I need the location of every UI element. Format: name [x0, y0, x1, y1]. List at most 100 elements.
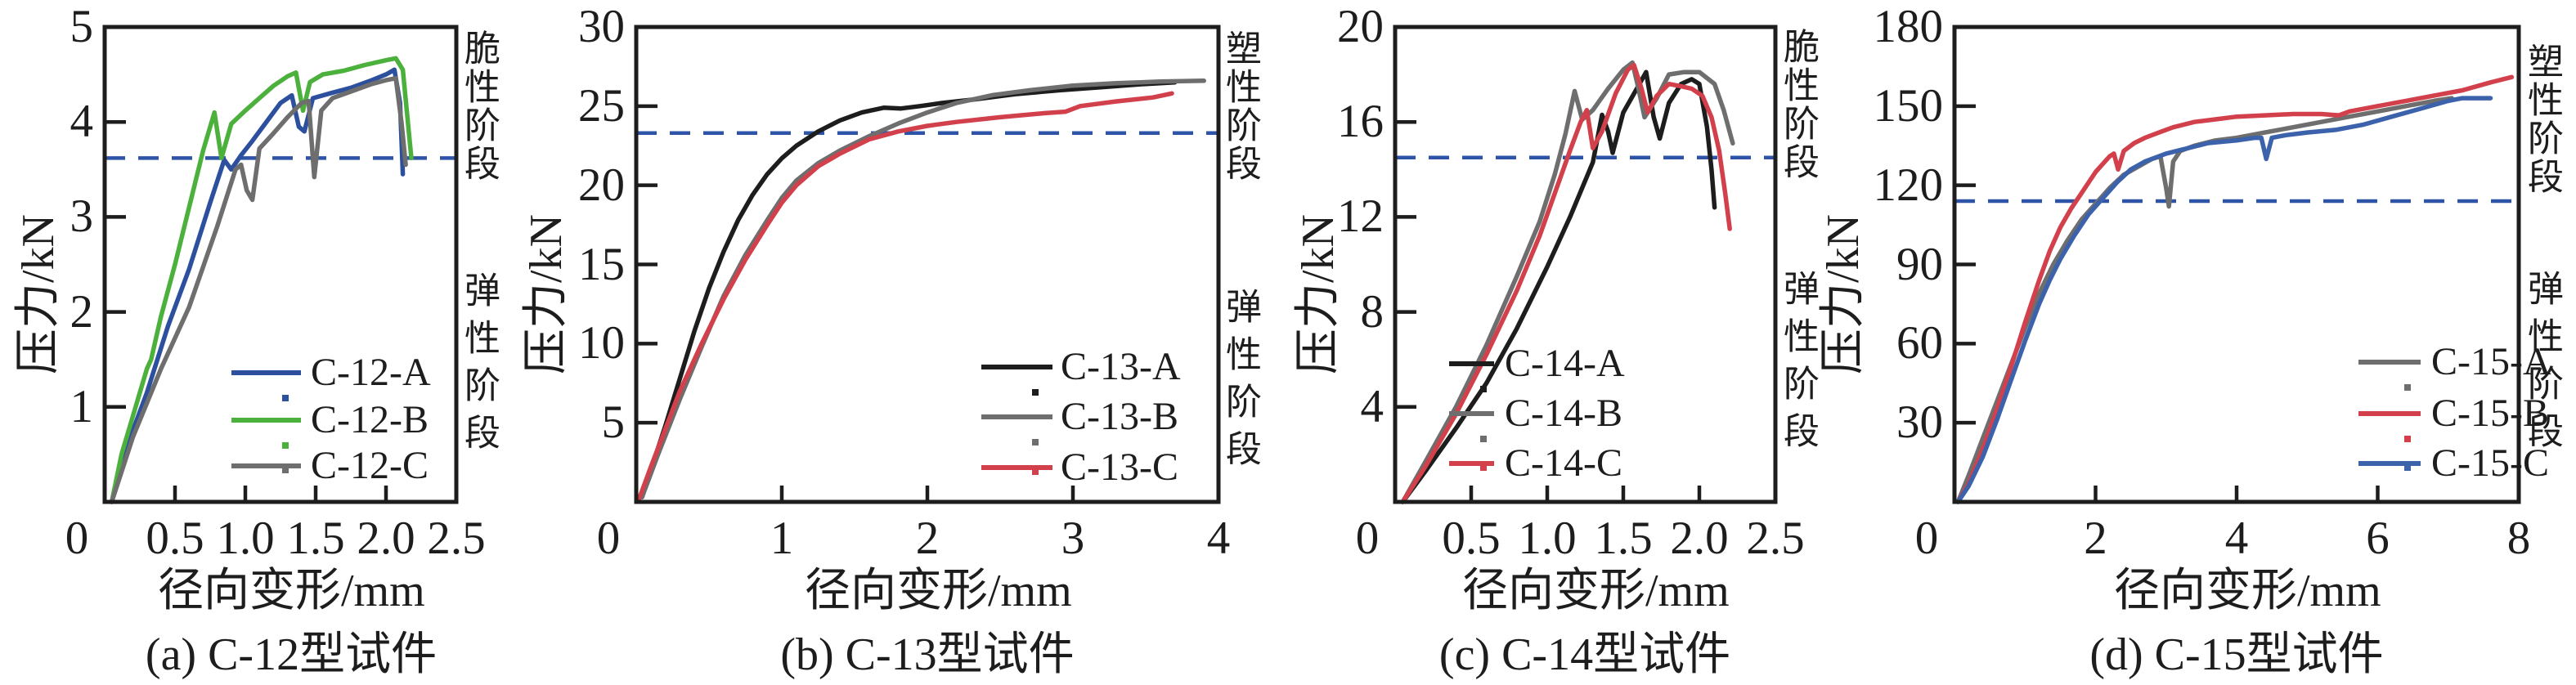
- legend-label: C-13-C: [1061, 445, 1178, 489]
- x-tick-label: 2.0: [1670, 513, 1729, 564]
- y-tick-label: 20: [578, 159, 625, 211]
- stage-label-bottom: 弹性阶段: [1220, 288, 1260, 477]
- x-tick-label: 2.0: [357, 513, 415, 564]
- legend-line-swatch: [231, 370, 301, 375]
- x-tick-label: 1.5: [1594, 513, 1653, 564]
- series-C-13-C: [636, 91, 1174, 501]
- y-tick-label: 4: [70, 96, 94, 148]
- legend-marker-dot: [1032, 389, 1039, 396]
- legend-label: C-15-A: [2431, 340, 2551, 383]
- legend-marker-dot: [282, 467, 289, 473]
- legend-marker-dot: [282, 395, 289, 401]
- legend-label: C-15-C: [2431, 441, 2549, 485]
- legend-line-swatch: [2358, 360, 2421, 365]
- series-C-15-C: [1955, 96, 2493, 504]
- y-tick-label: 25: [578, 79, 625, 132]
- x-axis-title: 径向变形/mm: [2114, 566, 2381, 616]
- x-tick-label: 1.5: [286, 513, 345, 564]
- series-C-14-B: [1400, 60, 1735, 504]
- y-axis-title: 压力/kN: [13, 214, 64, 374]
- y-tick-label: 3: [70, 190, 94, 243]
- y-tick-label: 2: [70, 285, 94, 338]
- legend-marker-dot: [2404, 436, 2411, 442]
- panel-caption: (a) C-12型试件: [145, 629, 438, 680]
- y-tick-label: 120: [1873, 159, 1944, 211]
- panel-caption: (c) C-14型试件: [1438, 629, 1731, 680]
- y-tick-label: 5: [601, 396, 626, 449]
- series-C-14-C: [1400, 62, 1732, 504]
- x-axis-title: 径向变形/mm: [158, 566, 425, 616]
- y-tick-label: 8: [1360, 285, 1384, 338]
- legend-label: C-14-A: [1505, 342, 1625, 385]
- x-tick-label: 2: [915, 513, 940, 564]
- y-tick-label: 150: [1873, 79, 1944, 132]
- y-tick-label: 12: [1337, 190, 1384, 243]
- x-tick-label: 8: [2506, 513, 2531, 564]
- series-C-12-B: [109, 56, 414, 504]
- x-tick-label: 1.0: [216, 513, 275, 564]
- x-tick-label: 0.5: [146, 513, 204, 564]
- y-tick-label: 90: [1896, 238, 1943, 290]
- stage-label-top: 塑性阶段: [2522, 43, 2562, 196]
- legend-line-swatch: [2358, 461, 2421, 466]
- stage-label-top: 塑性阶段: [1220, 29, 1260, 183]
- stage-label-top: 脆性阶段: [459, 29, 499, 183]
- y-axis-title: 压力/kN: [1818, 214, 1869, 374]
- y-axis-title: 压力/kN: [1293, 214, 1344, 374]
- legend-label: C-12-A: [311, 351, 431, 394]
- plot-frame-c: [1393, 25, 1778, 504]
- legend-marker-dot: [1032, 439, 1039, 445]
- stage-label-top: 脆性阶段: [1778, 28, 1818, 181]
- legend-line-swatch: [1449, 361, 1494, 366]
- x-tick-label: 6: [2366, 513, 2390, 564]
- y-tick-label: 1: [70, 380, 94, 432]
- x-tick-label: 2: [2084, 513, 2107, 564]
- x-tick-label: 4: [2224, 513, 2249, 564]
- x-tick-label: 4: [1206, 513, 1231, 564]
- legend-line-swatch: [231, 418, 301, 423]
- x-tick-label: 1: [770, 513, 794, 564]
- series-C-12-C: [109, 75, 408, 504]
- x-tick-label: 2.5: [427, 513, 486, 564]
- x-tick-label: 2.5: [1746, 513, 1805, 564]
- legend-line-swatch: [981, 365, 1052, 369]
- stage-label-bottom: 弹性阶段: [459, 271, 499, 461]
- x-tick-label: 0: [596, 513, 621, 564]
- legend-marker-dot: [1480, 436, 1487, 442]
- x-tick-label: 0: [1355, 513, 1380, 564]
- legend-line-swatch: [1449, 411, 1494, 416]
- x-tick-label: 3: [1061, 513, 1085, 564]
- y-tick-label: 60: [1896, 317, 1943, 369]
- legend-marker-dot: [2404, 464, 2411, 471]
- x-axis-title: 径向变形/mm: [805, 566, 1072, 616]
- legend-label: C-12-B: [311, 398, 429, 441]
- y-tick-label: 5: [70, 1, 94, 52]
- panel-caption: (b) C-13型试件: [780, 629, 1075, 680]
- y-tick-label: 10: [578, 317, 625, 369]
- stage-label-bottom: 弹性阶段: [1778, 270, 1818, 459]
- y-tick-label: 20: [1337, 1, 1384, 52]
- y-tick-label: 15: [578, 238, 625, 290]
- legend-label: C-13-A: [1061, 345, 1181, 388]
- legend-label: C-13-B: [1061, 395, 1178, 438]
- x-tick-label: 0.5: [1442, 513, 1501, 564]
- x-axis-title: 径向变形/mm: [1462, 566, 1730, 616]
- legend-label: C-15-B: [2431, 392, 2549, 435]
- legend-label: C-14-C: [1505, 441, 1622, 485]
- legend-marker-dot: [282, 442, 289, 449]
- legend-line-swatch: [981, 414, 1052, 419]
- legend-marker-dot: [1480, 386, 1487, 392]
- y-tick-label: 180: [1873, 1, 1944, 52]
- panel-caption: (d) C-15型试件: [2089, 629, 2384, 680]
- legend-line-swatch: [981, 465, 1052, 470]
- x-tick-label: 0: [65, 513, 89, 564]
- legend-label: C-14-B: [1505, 392, 1622, 435]
- legend-label: C-12-C: [311, 444, 429, 487]
- series-C-14-A: [1400, 69, 1717, 504]
- stage-label-bottom: 弹性阶段: [2522, 270, 2562, 459]
- y-tick-label: 4: [1360, 380, 1384, 432]
- y-tick-label: 30: [578, 1, 625, 52]
- legend-marker-dot: [1480, 464, 1487, 471]
